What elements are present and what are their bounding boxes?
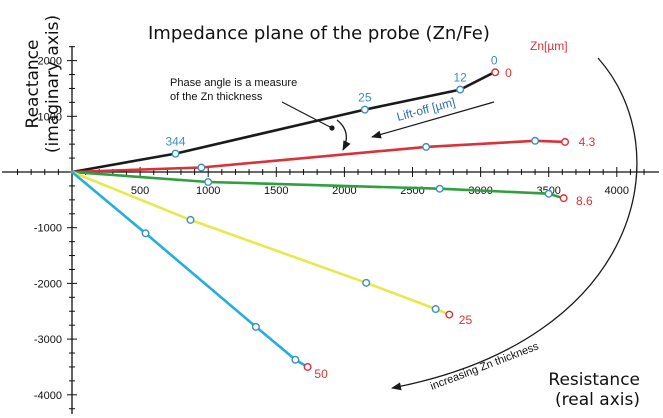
- series-line-zn50: [70, 170, 309, 369]
- data-point-zn8_6: [544, 189, 553, 198]
- phase-angle-text-line1: Phase angle is a measure: [170, 77, 297, 89]
- phase-angle-leader-line: [281, 101, 333, 129]
- data-point-zn50: [141, 229, 150, 238]
- increasing-thickness-text: increasing Zn thickness: [429, 340, 541, 393]
- data-point-liftoff: [171, 149, 180, 158]
- data-point-zn25: [186, 215, 195, 224]
- zn-thickness-label: 4.3: [579, 135, 596, 149]
- series-line-zn25: [70, 170, 451, 316]
- series-line-zn4_3: [70, 139, 567, 174]
- x-tick-label: 4000: [605, 185, 629, 197]
- data-point-zn25: [445, 310, 454, 319]
- zn-thickness-label: 25: [459, 313, 473, 327]
- x-axis-title-line2: (real axis): [555, 390, 640, 410]
- zn-thickness-label: 0: [505, 66, 512, 80]
- liftoff-text: Lift-off [µm]: [395, 95, 457, 124]
- y-axis-title-line1: Reactance: [23, 40, 43, 129]
- data-point-zn8_6: [204, 178, 213, 187]
- data-point-liftoff: [456, 85, 465, 94]
- x-tick-label: 1500: [264, 185, 288, 197]
- x-tick-label: 1000: [196, 185, 220, 197]
- series-layer: [70, 71, 567, 369]
- y-tick-label: 1000: [38, 111, 62, 123]
- data-point-zn0: [491, 68, 500, 77]
- y-tick-label: -4000: [34, 390, 62, 402]
- liftoff-point-label: 25: [358, 91, 372, 105]
- y-tick-label: -1000: [34, 223, 62, 235]
- axes: 500100015002000250030003500400020001000-…: [2, 46, 659, 414]
- liftoff-point-label: 12: [453, 71, 467, 85]
- liftoff-arrow: [371, 101, 495, 139]
- data-point-zn4_3: [197, 163, 206, 172]
- data-point-zn4_3: [531, 136, 540, 145]
- increasing-thickness-arc: [391, 57, 638, 391]
- data-point-liftoff: [360, 105, 369, 114]
- label-layer: 344 25 12 00 4.3 8.6 25 50: [165, 53, 595, 381]
- x-axis-title-line1: Resistance: [548, 370, 640, 390]
- legend-title: Zn[µm]: [530, 39, 568, 53]
- x-tick-label: 2000: [332, 185, 356, 197]
- y-axis-title-line2: (imaginary axis): [43, 15, 63, 153]
- data-point-zn25: [362, 278, 371, 287]
- data-point-zn50: [303, 362, 312, 371]
- zn-thickness-label: 8.6: [576, 194, 593, 208]
- y-tick-label: -2000: [34, 278, 62, 290]
- data-point-zn50: [251, 322, 260, 331]
- phase-angle-annotation: Phase angle is a measure of the Zn thick…: [170, 77, 351, 151]
- y-tick-label: -3000: [34, 334, 62, 346]
- data-point-zn8_6: [559, 194, 568, 203]
- x-tick-label: 500: [131, 185, 149, 197]
- data-point-zn50: [291, 355, 300, 364]
- phase-angle-leader-dot: [329, 125, 335, 131]
- liftoff-point-label: 0: [491, 53, 498, 67]
- phase-angle-arc-arrow: [336, 119, 351, 151]
- zn-thickness-label: 50: [314, 367, 328, 381]
- liftoff-point-label: 344: [165, 135, 185, 149]
- phase-angle-text-line2: of the Zn thickness: [170, 91, 263, 103]
- data-point-zn4_3: [561, 137, 570, 146]
- y-tick-label: 2000: [38, 56, 62, 68]
- data-point-zn25: [431, 305, 440, 314]
- data-point-zn4_3: [422, 142, 431, 151]
- liftoff-annotation: Lift-off [µm]: [371, 95, 495, 139]
- chart-title: Impedance plane of the probe (Zn/Fe): [148, 23, 490, 44]
- data-point-zn8_6: [435, 184, 444, 193]
- marker-layer: [141, 68, 570, 371]
